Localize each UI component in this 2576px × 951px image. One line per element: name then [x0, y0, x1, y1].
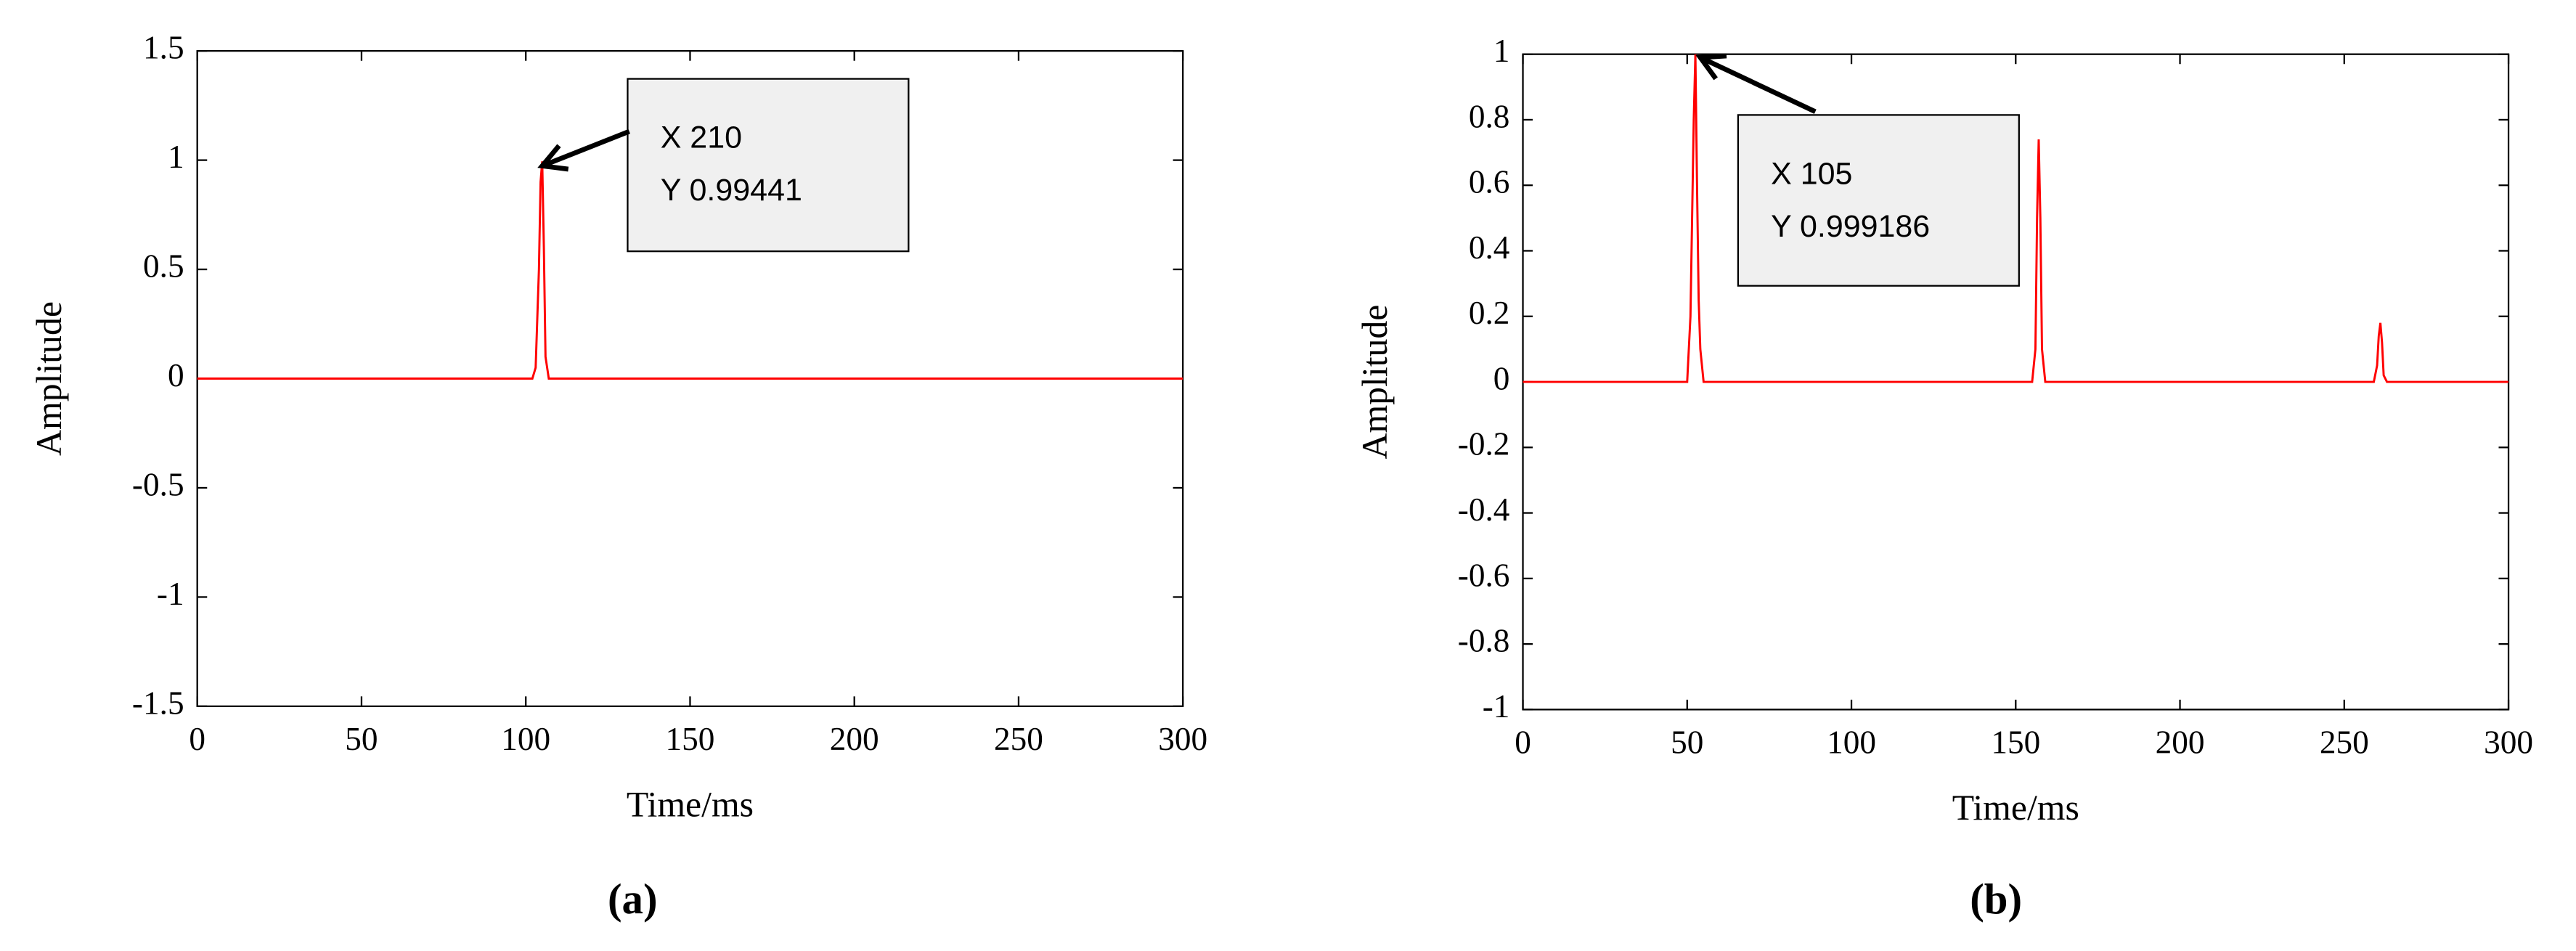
annotation-text: Y 0.999186: [1771, 209, 1930, 244]
y-tick-label: -0.5: [132, 466, 184, 502]
y-tick-label: -0.8: [1458, 623, 1510, 659]
y-tick-label: -0.2: [1458, 426, 1510, 462]
y-axis-title: Amplitude: [29, 301, 69, 456]
annotation-text: Y 0.99441: [661, 173, 802, 208]
x-tick-label: 0: [189, 721, 205, 757]
data-line: [1523, 54, 2509, 383]
x-tick-label: 150: [1991, 725, 2040, 761]
x-tick-label: 200: [830, 721, 879, 757]
x-tick-label: 250: [994, 721, 1043, 757]
x-tick-label: 300: [2484, 725, 2533, 761]
annotation-text: X 210: [661, 121, 742, 155]
y-tick-label: 0.4: [1469, 229, 1510, 266]
x-tick-label: 100: [501, 721, 550, 757]
y-tick-label: 0: [168, 357, 184, 393]
x-tick-label: 250: [2320, 725, 2369, 761]
annotation-arrowhead: [1695, 53, 1727, 81]
y-tick-label: -1: [157, 576, 184, 612]
x-tick-label: 300: [1158, 721, 1207, 757]
x-axis-title: Time/ms: [627, 785, 754, 825]
x-tick-label: 100: [1827, 725, 1876, 761]
x-tick-label: 50: [345, 721, 378, 757]
x-tick-label: 200: [2156, 725, 2205, 761]
y-tick-label: 1: [1493, 33, 1510, 69]
y-axis-title: Amplitude: [1355, 305, 1395, 460]
y-tick-label: -0.4: [1458, 491, 1510, 528]
chart-panel: -1.5 -1 -0.5 0 0.5 1 1.5 0 50 100 150 200 250 300 Time…: [29, 30, 1207, 923]
panel-label: (b): [1970, 876, 2022, 923]
y-tick-label: 0.6: [1469, 164, 1510, 200]
x-tick-label: 50: [1671, 725, 1703, 761]
y-tick-label: 0: [1493, 360, 1510, 396]
y-tick-label: 0.2: [1469, 295, 1510, 331]
chart-panel: -1 -0.8 -0.6 -0.4 -0.2 0 0.2 0.4 0.6 0.8 1 0 50 100 15…: [1355, 33, 2533, 923]
panel-label: (a): [608, 876, 658, 923]
x-tick-label: 150: [666, 721, 715, 757]
y-tick-label: -0.6: [1458, 557, 1510, 593]
y-tick-label: -1: [1483, 688, 1510, 725]
y-tick-label: -1.5: [132, 685, 184, 721]
annotation-arrow: [541, 128, 630, 168]
annotation-box: [627, 78, 910, 253]
y-tick-label: 1.5: [143, 30, 184, 66]
annotation-arrow: [1699, 55, 1817, 114]
y-tick-label: 0.8: [1469, 98, 1510, 134]
y-tick-label: 1: [168, 139, 184, 175]
y-tick-label: 0.5: [143, 248, 184, 284]
annotation-arrowhead: [537, 144, 569, 172]
x-axis-title: Time/ms: [1952, 788, 2079, 828]
annotation-text: X 105: [1771, 156, 1852, 191]
x-tick-label: 0: [1515, 725, 1531, 761]
annotation-box: [1737, 114, 2020, 287]
data-line: [197, 161, 1183, 380]
